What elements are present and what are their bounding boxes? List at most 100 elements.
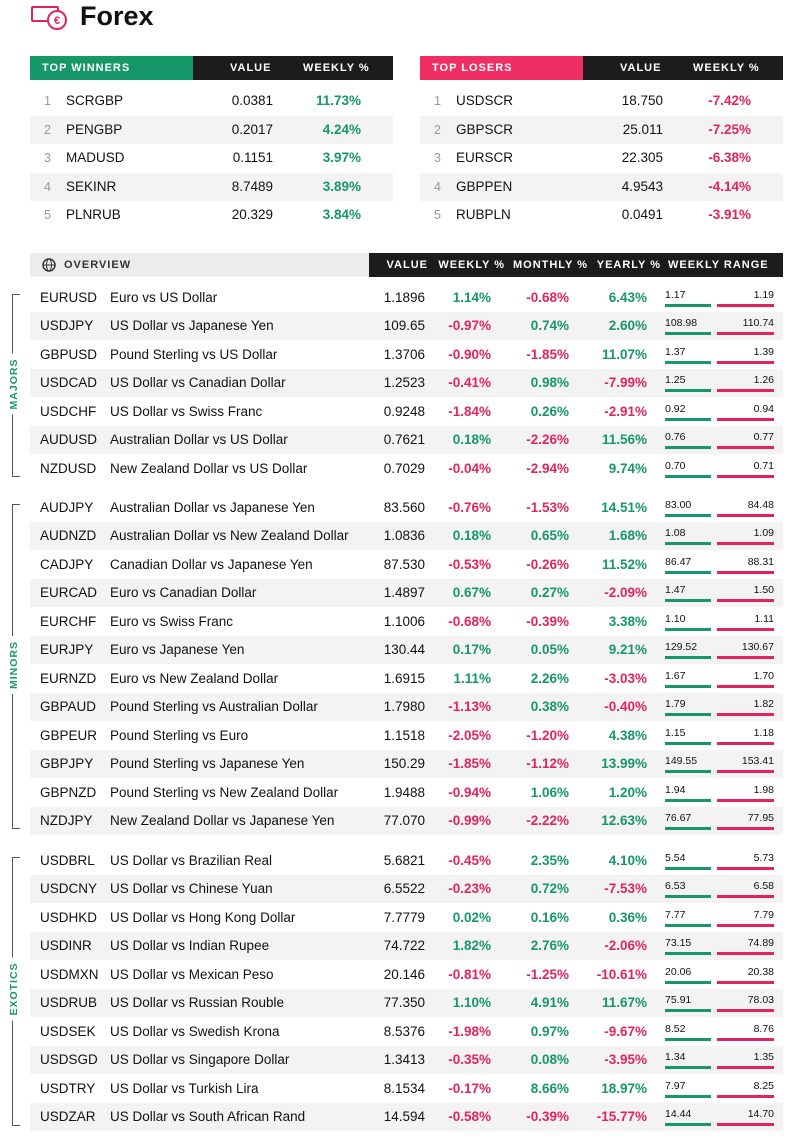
column-header: WEEKLY RANGE — [668, 259, 769, 271]
table-row: USDMXN US Dollar vs Mexican Peso 20.146 -0.… — [30, 960, 783, 989]
range-bar-high — [717, 1123, 774, 1127]
weekly-change: -0.35% — [448, 1052, 491, 1068]
table-row: GBPJPY Pound Sterling vs Japanese Yen 150.… — [30, 750, 783, 779]
weekly-change: 0.18% — [452, 528, 491, 544]
description: Euro vs New Zealand Dollar — [110, 670, 279, 686]
range-low: 14.44 — [665, 1108, 692, 1121]
monthly-change: 2.76% — [530, 938, 569, 954]
value: 0.0381 — [231, 93, 273, 108]
table-row: USDCNY US Dollar vs Chinese Yuan 6.5522 -0.… — [30, 875, 783, 904]
symbol: EURNZD — [40, 670, 97, 686]
monthly-change: -2.26% — [526, 432, 569, 448]
rank: 5 — [44, 208, 51, 222]
description: New Zealand Dollar vs Japanese Yen — [110, 812, 335, 828]
yearly-change: 13.99% — [601, 756, 647, 772]
description: US Dollar vs South African Rand — [110, 1109, 306, 1125]
description: US Dollar vs Swedish Krona — [110, 1023, 280, 1039]
value: 0.7621 — [383, 432, 425, 448]
range-low: 129.52 — [665, 641, 698, 654]
table-row: GBPUSD Pound Sterling vs US Dollar 1.3706 -… — [30, 340, 783, 369]
range-high: 74.89 — [747, 937, 774, 950]
weekly-change: 0.17% — [452, 642, 491, 658]
value: 1.9488 — [383, 784, 425, 800]
overview-header-bg-dark — [369, 253, 783, 277]
range-low: 1.17 — [665, 289, 686, 301]
monthly-change: -1.20% — [526, 727, 569, 743]
range-bar-low — [665, 1037, 711, 1041]
range-high: 110.74 — [742, 317, 774, 330]
symbol: USDHKD — [40, 909, 98, 925]
weekly-change: -6.38% — [708, 150, 751, 165]
range-low: 1.34 — [665, 1051, 686, 1064]
range-high: 153.41 — [741, 755, 774, 768]
range-bar-high — [717, 389, 774, 393]
range-low: 1.37 — [665, 345, 686, 358]
symbol: USDINR — [40, 938, 92, 954]
range-bar-high — [717, 514, 774, 517]
value: 6.5522 — [383, 881, 425, 897]
rank: 3 — [434, 151, 441, 165]
weekly-change: 0.18% — [452, 432, 491, 448]
range-high: 20.38 — [747, 965, 774, 978]
value: 1.2523 — [383, 375, 425, 391]
rank: 4 — [44, 179, 51, 194]
range-bar-low — [665, 360, 711, 364]
yearly-change: 3.38% — [608, 613, 647, 629]
symbol: USDSCR — [456, 93, 514, 108]
table-row: AUDJPY Australian Dollar vs Japanese Yen 8… — [30, 494, 783, 522]
weekly-change: -0.94% — [448, 784, 491, 800]
weekly-change: -0.17% — [448, 1080, 491, 1096]
range-bar-high — [717, 570, 774, 574]
weekly-change: 1.10% — [452, 995, 491, 1011]
value: 0.9248 — [383, 403, 425, 419]
table-row: 2 GBPSCR 25.011 -7.25% — [420, 115, 783, 144]
range-low: 6.53 — [665, 880, 686, 893]
description: US Dollar vs Singapore Dollar — [110, 1052, 290, 1068]
column-header: VALUE — [620, 62, 662, 74]
column-header: YEARLY % — [596, 259, 661, 271]
range-bar-low — [665, 798, 711, 802]
table-row: 5 PLNRUB 20.329 3.84% — [30, 201, 393, 229]
yearly-change: 9.74% — [608, 460, 647, 476]
yearly-change: -10.61% — [596, 966, 647, 982]
table-row: EURNZD Euro vs New Zealand Dollar 1.6915 1.… — [30, 664, 783, 693]
rank: 5 — [434, 208, 441, 222]
range-high: 1.19 — [753, 289, 774, 301]
description: Euro vs Japanese Yen — [110, 642, 245, 658]
description: Australian Dollar vs Japanese Yen — [110, 500, 315, 515]
range-high: 1.82 — [753, 698, 774, 711]
rank: 1 — [434, 94, 441, 108]
description: US Dollar vs Brazilian Real — [110, 853, 273, 868]
yearly-change: 9.21% — [608, 642, 647, 658]
range-bar-low — [665, 1009, 711, 1013]
weekly-change: -7.42% — [708, 93, 751, 108]
yearly-change: 6.43% — [608, 290, 647, 305]
range-high: 5.73 — [753, 852, 774, 864]
yearly-change: 11.56% — [601, 432, 647, 448]
range-bar-low — [665, 826, 711, 830]
value: 0.0491 — [621, 207, 663, 222]
column-header: WEEKLY % — [693, 62, 760, 74]
range-high: 1.35 — [753, 1051, 774, 1064]
value: 4.9543 — [621, 178, 663, 194]
overview-header-bg — [30, 253, 369, 277]
range-bar-high — [717, 1066, 774, 1070]
range-bar-high — [717, 474, 774, 478]
weekly-change: -0.76% — [448, 500, 491, 515]
description: Pound Sterling vs New Zealand Dollar — [110, 784, 339, 800]
globe-icon — [42, 258, 56, 272]
table-row: AUDUSD Australian Dollar vs US Dollar 0.76… — [30, 426, 783, 455]
weekly-change: 1.14% — [452, 290, 491, 305]
range-high: 1.50 — [753, 584, 774, 597]
yearly-change: 4.38% — [608, 727, 647, 743]
symbol: USDRUB — [40, 995, 98, 1011]
range-bar-low — [665, 895, 711, 899]
weekly-change: -0.90% — [448, 346, 491, 362]
table-row: AUDNZD Australian Dollar vs New Zealand D… — [30, 522, 783, 551]
weekly-change: -0.58% — [448, 1109, 491, 1125]
range-bar-low — [665, 923, 711, 927]
range-low: 0.76 — [665, 431, 686, 444]
range-bar-high — [717, 826, 774, 830]
range-low: 75.91 — [665, 994, 692, 1007]
range-bar-low — [665, 980, 711, 984]
